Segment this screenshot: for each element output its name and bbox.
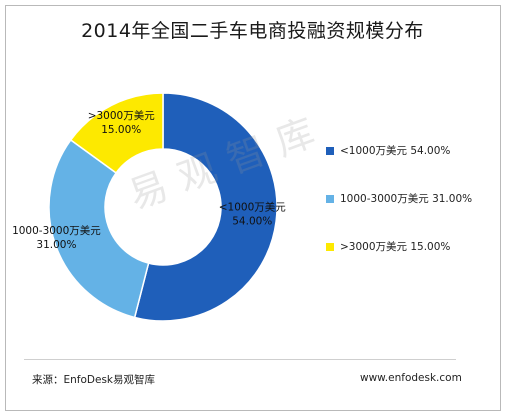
legend-item-1000-3000: 1000-3000万美元 31.00% — [326, 190, 496, 210]
source-note: 来源：EnfoDesk易观智库 — [32, 374, 156, 386]
legend-label: >3000万美元 15.00% — [340, 241, 451, 253]
footer-divider — [24, 359, 456, 360]
donut-slice — [69, 92, 164, 174]
chart-title: 2014年全国二手车电商投融资规模分布 — [81, 20, 424, 42]
slice-value-label: 31.00% — [36, 239, 76, 251]
chart-legend: <1000万美元 54.00% 1000-3000万美元 31.00% >300… — [326, 142, 496, 286]
slice-category-label: <1000万美元 — [219, 201, 287, 214]
legend-swatch — [326, 243, 334, 251]
slice-category-label: 1000-3000万美元 — [12, 224, 101, 237]
legend-swatch — [326, 195, 334, 203]
legend-item-gt3000: >3000万美元 15.00% — [326, 238, 496, 258]
slice-value-label: 54.00% — [232, 216, 272, 228]
donut-slice — [48, 138, 150, 319]
website-url: www.enfodesk.com — [360, 372, 462, 384]
legend-swatch — [326, 147, 334, 155]
slice-category-label: >3000万美元 — [88, 109, 156, 122]
legend-label: <1000万美元 54.00% — [340, 145, 451, 157]
legend-item-lt1000: <1000万美元 54.00% — [326, 142, 496, 162]
slice-value-label: 15.00% — [101, 124, 141, 136]
donut-slice — [133, 92, 278, 322]
legend-label: 1000-3000万美元 31.00% — [340, 193, 473, 205]
